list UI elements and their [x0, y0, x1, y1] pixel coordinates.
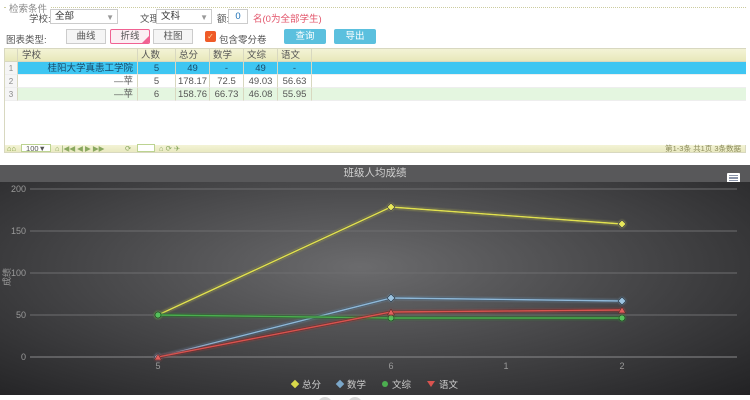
svg-text:成绩: 成绩	[1, 268, 12, 286]
svg-text:50: 50	[16, 310, 26, 320]
svg-text:2: 2	[619, 361, 624, 371]
svg-text:1: 1	[503, 361, 508, 371]
svg-text:5: 5	[155, 361, 160, 371]
svg-text:100: 100	[11, 268, 26, 278]
svg-text:0: 0	[21, 352, 26, 362]
svg-text:6: 6	[388, 361, 393, 371]
svg-text:150: 150	[11, 226, 26, 236]
svg-text:200: 200	[11, 184, 26, 194]
